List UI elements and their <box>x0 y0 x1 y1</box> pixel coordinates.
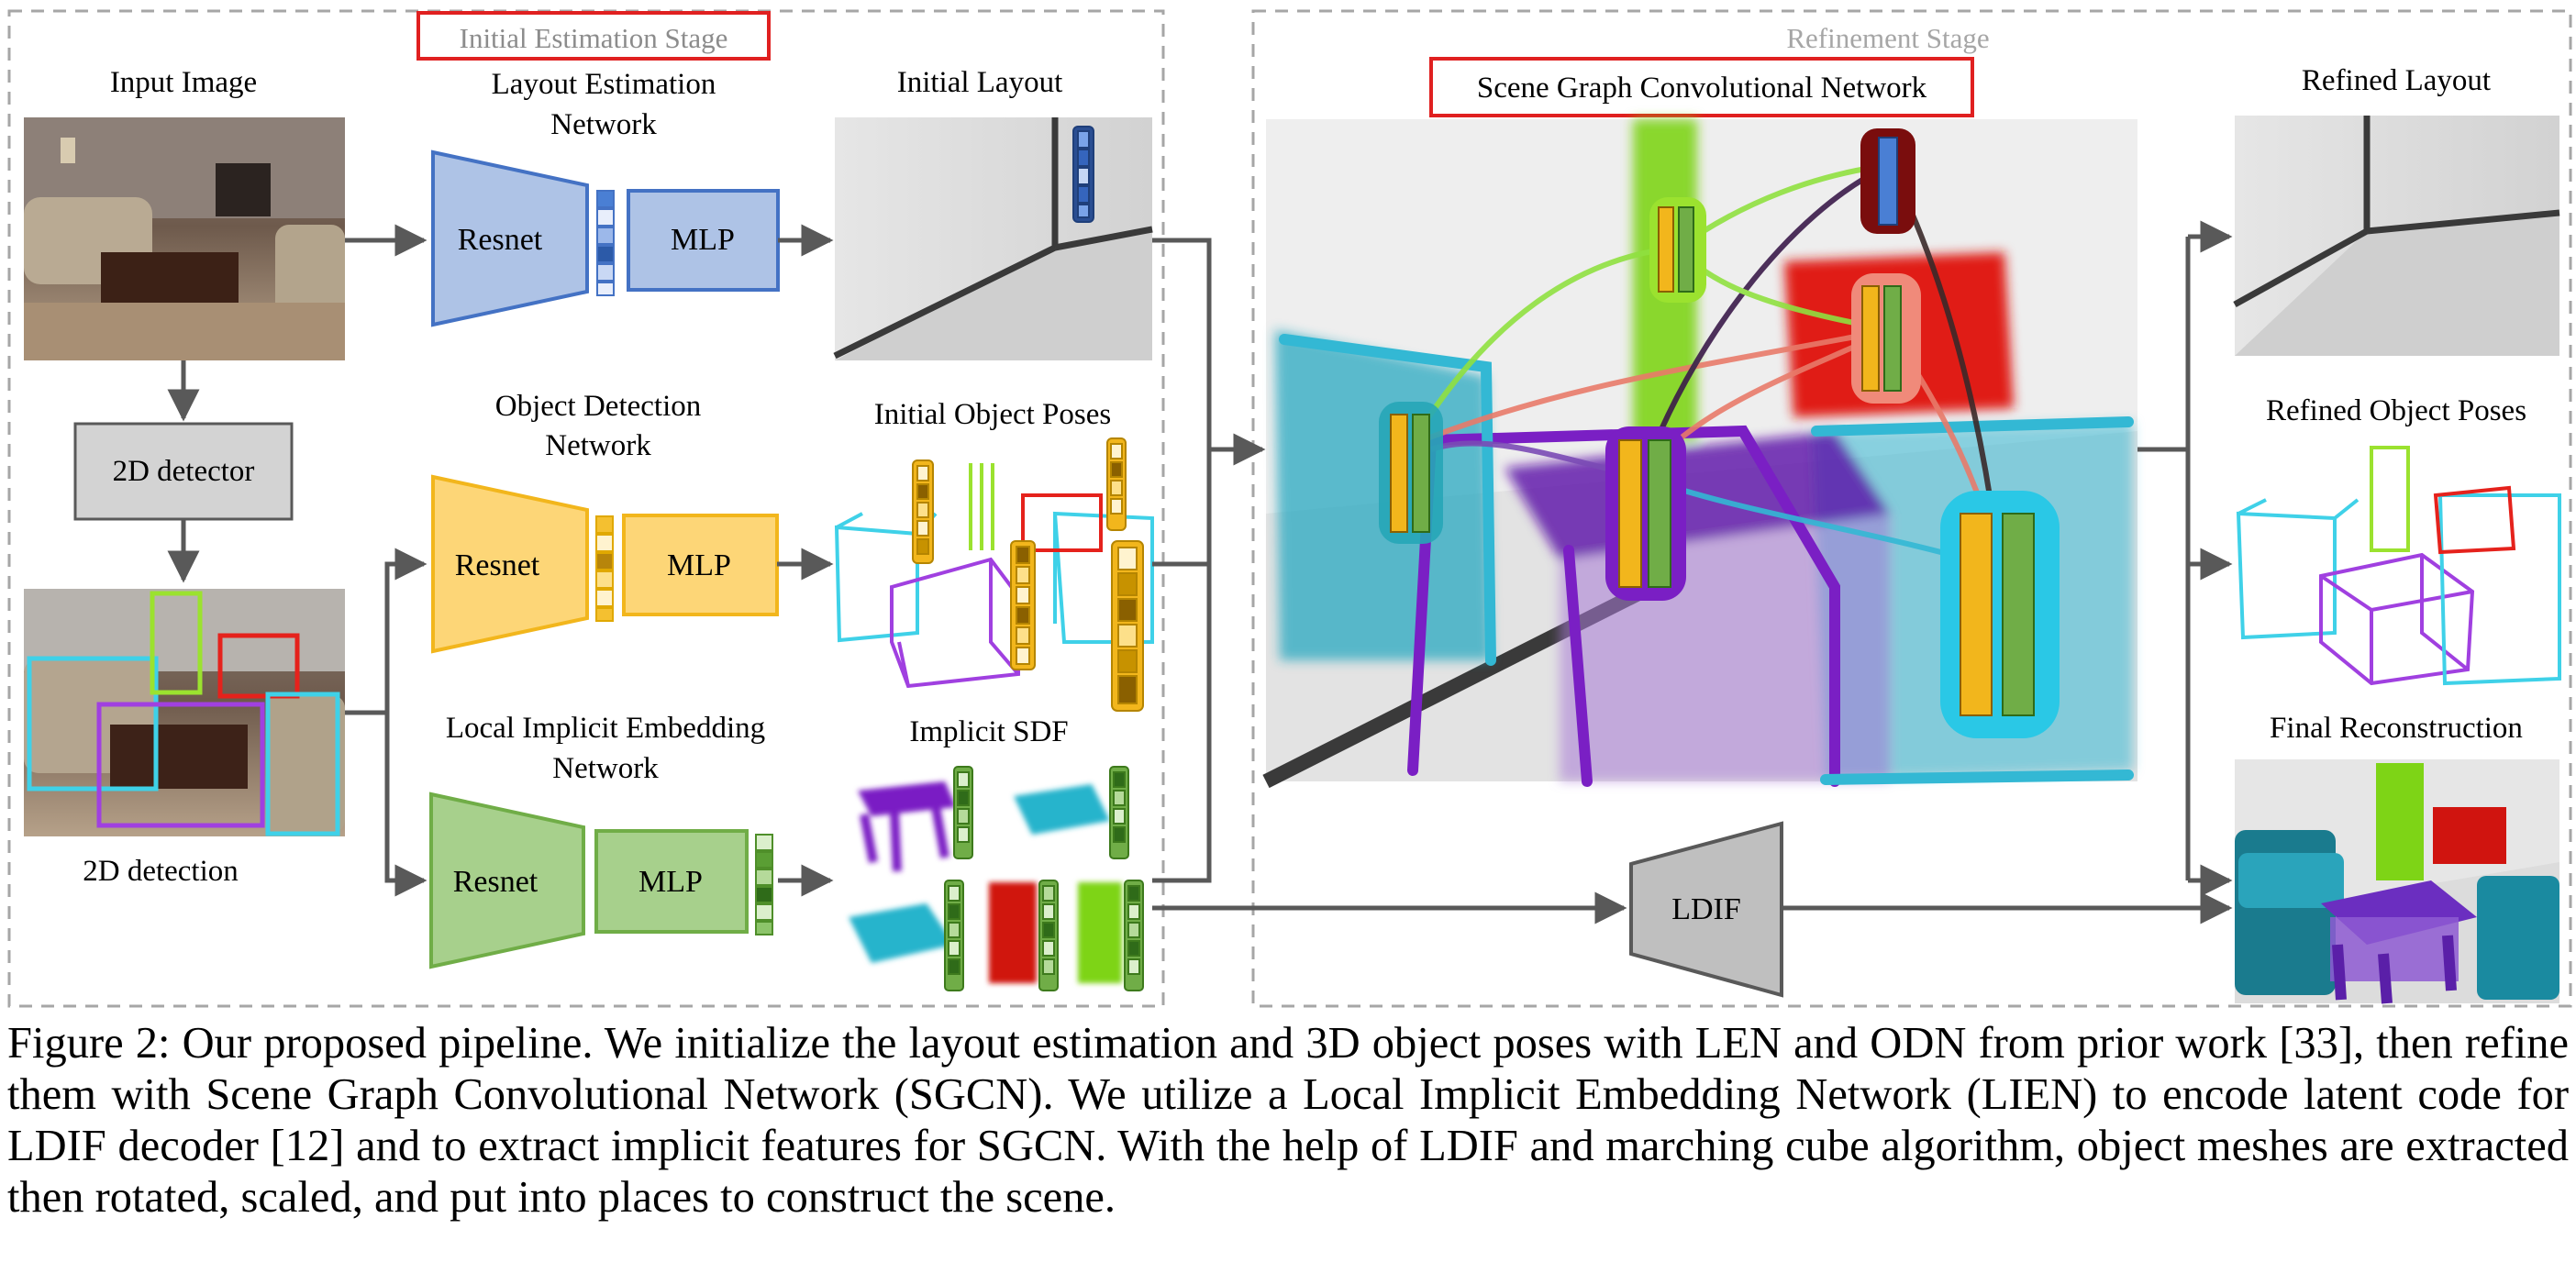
refined-poses-title: Refined Object Poses <box>2266 394 2526 427</box>
len-resnet-label: Resnet <box>458 223 543 257</box>
initial-poses-title: Initial Object Poses <box>874 398 1111 431</box>
refinement-stage-label: Refinement Stage <box>1786 22 1989 54</box>
final-recon-title: Final Reconstruction <box>2270 712 2523 745</box>
initial-poses-image <box>834 463 1154 689</box>
implicit-sdf-features <box>944 766 1144 991</box>
initial-layout-image <box>833 117 1153 360</box>
sgcn-node-purple <box>1605 426 1686 601</box>
input-image <box>24 117 345 360</box>
lien-title-line2: Network <box>552 752 659 785</box>
odn-resnet-label: Resnet <box>455 548 540 582</box>
connector-sdf-to-sgcn <box>1152 449 1212 883</box>
initial-stage-label: Initial Estimation Stage <box>460 22 728 54</box>
sgcn-graph-image <box>1262 119 2137 789</box>
lien-resnet-label: Resnet <box>453 865 539 899</box>
len-title-line1: Layout Estimation <box>492 68 716 101</box>
refined-poses-image <box>2236 446 2561 686</box>
lien-resnet-block <box>429 791 585 969</box>
implicit-sdf-image <box>849 781 1122 983</box>
connector-detection-split <box>345 561 424 883</box>
len-feature-vector <box>596 190 615 296</box>
detection-title: 2D detection <box>83 855 239 888</box>
initial-stage-label-box <box>416 11 771 61</box>
odn-mlp-block <box>622 514 779 616</box>
sgcn-label-box <box>1429 57 1974 117</box>
odn-title-line2: Network <box>545 429 651 462</box>
len-title-line2: Network <box>550 108 657 141</box>
odn-feature-vector <box>595 515 614 622</box>
sgcn-node-cyan-right <box>1940 491 2060 738</box>
sgcn-node-red <box>1851 273 1921 404</box>
refined-layout-title: Refined Layout <box>2302 64 2491 97</box>
initial-layout-feature <box>1072 126 1094 223</box>
lien-feature-vector <box>755 834 773 935</box>
connector-layout-to-sgcn <box>1152 238 1212 449</box>
odn-resnet-block <box>431 474 589 654</box>
len-mlp-label: MLP <box>671 223 735 257</box>
lien-mlp-label: MLP <box>638 865 703 899</box>
final-recon-image <box>2235 759 2559 1004</box>
connector-sgcn-outputs <box>2137 237 2191 880</box>
sgcn-title: Scene Graph Convolutional Network <box>1477 72 1927 105</box>
sgcn-node-green-top <box>1649 197 1706 303</box>
refinement-stage-frame <box>1251 9 2572 1008</box>
input-image-title: Input Image <box>110 66 257 99</box>
sgcn-node-darkred-top <box>1860 128 1915 234</box>
detection-image <box>24 589 345 836</box>
implicit-sdf-title: Implicit SDF <box>909 715 1068 748</box>
figure-caption: Figure 2: Our proposed pipeline. We init… <box>7 1019 2569 1222</box>
odn-title-line1: Object Detection <box>495 390 702 423</box>
len-resnet-block <box>431 149 589 327</box>
odn-mlp-label: MLP <box>667 548 731 582</box>
refined-layout-image <box>2233 116 2560 356</box>
ldif-block <box>1629 821 1783 998</box>
pipeline-figure: Initial Estimation Stage Refinement Stag… <box>7 9 2572 1008</box>
sgcn-node-cyan-left <box>1379 402 1443 544</box>
lien-title-line1: Local Implicit Embedding <box>446 712 765 745</box>
lien-mlp-block <box>594 829 749 934</box>
ldif-label: LDIF <box>1671 892 1741 926</box>
detector-label: 2D detector <box>113 455 255 488</box>
initial-layout-title: Initial Layout <box>897 66 1063 99</box>
initial-poses-features <box>912 437 1144 712</box>
